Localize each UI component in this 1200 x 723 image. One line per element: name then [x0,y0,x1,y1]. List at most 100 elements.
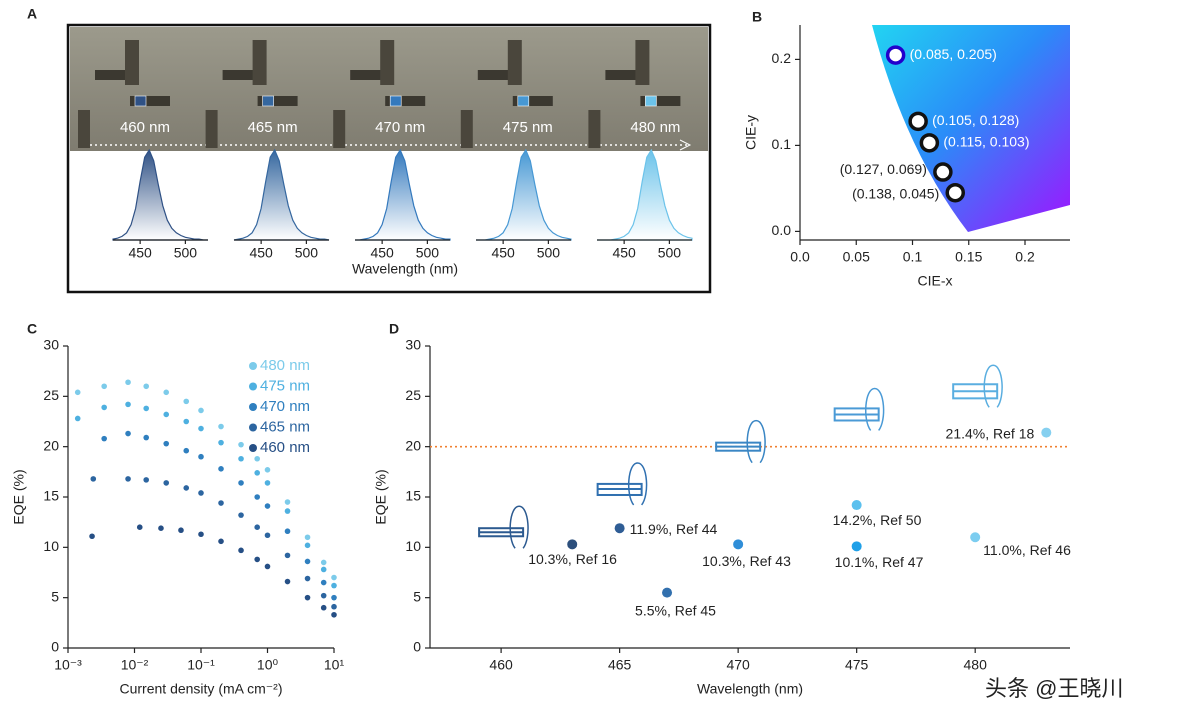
x-tick-label: 450 [128,245,152,261]
spectrum [233,148,330,241]
reference-point [614,523,625,534]
x-tick-label: 450 [249,245,273,261]
data-point [218,423,224,430]
legend-marker [249,362,257,370]
spectrum [355,148,451,241]
data-point [304,534,311,541]
data-point [238,441,244,448]
data-point [143,434,150,441]
y-tick-label: 5 [51,588,59,604]
data-point [304,594,311,601]
x-axis-title: Wavelength (nm) [352,261,458,277]
y-tick-label: 5 [413,588,421,604]
data-point [254,524,260,530]
y-axis-title: EQE (%) [373,469,389,524]
data-point [198,425,204,432]
photo-electrode [350,70,391,80]
data-point [125,476,131,482]
data-point [304,558,311,565]
data-point [264,503,271,509]
data-point [304,575,311,582]
y-tick-label: 30 [43,337,59,353]
photo-electrode [635,40,650,85]
data-point [101,383,107,390]
photo-electrode [205,110,218,148]
x-tick-label: 0.0 [790,249,810,265]
legend-label: 460 nm [260,439,310,456]
data-point [218,466,224,472]
x-tick-label: 10¹ [324,657,345,673]
reference-point [851,541,862,552]
data-point [89,533,95,540]
data-point [238,480,244,486]
reference-point [733,539,744,550]
violin [865,387,885,431]
photo-label: 480 nm [630,119,680,136]
x-tick-label: 0.15 [955,249,982,265]
photo-electrode [512,96,553,106]
y-tick-label: 25 [405,387,421,403]
legend-label: 470 nm [260,398,310,415]
data-point [218,538,224,545]
y-tick-label: 15 [405,488,421,504]
cie-point [945,182,965,203]
violin [746,419,766,464]
y-tick-label: 0.0 [772,222,792,238]
data-point [331,611,337,618]
reference-label: 10.1%, Ref 47 [835,554,924,570]
data-point [183,398,190,405]
x-axis-title: CIE-x [918,273,953,289]
data-point [284,499,291,505]
data-point [254,455,260,462]
data-point [264,532,271,539]
panel-label: B [752,9,762,25]
y-tick-label: 10 [405,538,421,554]
photo-pixel [517,95,530,107]
photo-electrode [380,40,395,85]
panel-a-frame [66,23,712,294]
photo-electrode [95,70,135,80]
x-tick-label: 450 [370,245,394,261]
data-point [320,604,327,611]
x-tick-label: 10⁻² [121,657,149,673]
data-point [125,430,131,437]
reference-point [567,539,578,550]
data-point [284,508,291,514]
reference-label: 10.3%, Ref 43 [702,553,791,569]
legend-marker [249,423,257,432]
photo-electrode [222,70,263,80]
photo-electrode [333,110,346,148]
y-tick-label: 15 [43,488,59,504]
x-tick-label: 500 [658,245,682,261]
spectrum [597,148,693,241]
x-axis-title: Current density (mA cm⁻²) [120,681,283,697]
data-point [331,603,337,610]
data-point [238,547,244,554]
cie-point [908,111,928,132]
reference-point [851,500,862,511]
data-point [90,476,97,482]
data-point [218,439,224,446]
violin [509,505,529,549]
spectrum [476,148,572,241]
point-label: (0.105, 0.128) [932,112,1019,128]
data-point [158,525,164,532]
legend-label: 475 nm [260,377,310,394]
x-tick-label: 470 [726,657,750,673]
photo-electrode [257,96,298,106]
x-axis-title: Wavelength (nm) [697,681,803,697]
point-label: (0.115, 0.103) [943,134,1029,150]
photo-electrode [125,40,139,85]
data-point [284,578,291,585]
data-point [284,552,291,559]
panel-label: D [389,321,399,337]
y-axis-title: CIE-y [743,115,759,150]
data-point [101,435,107,442]
data-point [320,566,327,573]
data-point [264,563,271,570]
y-tick-label: 20 [405,437,421,453]
data-point [163,440,170,447]
x-tick-label: 500 [416,245,440,261]
violin [627,462,648,506]
